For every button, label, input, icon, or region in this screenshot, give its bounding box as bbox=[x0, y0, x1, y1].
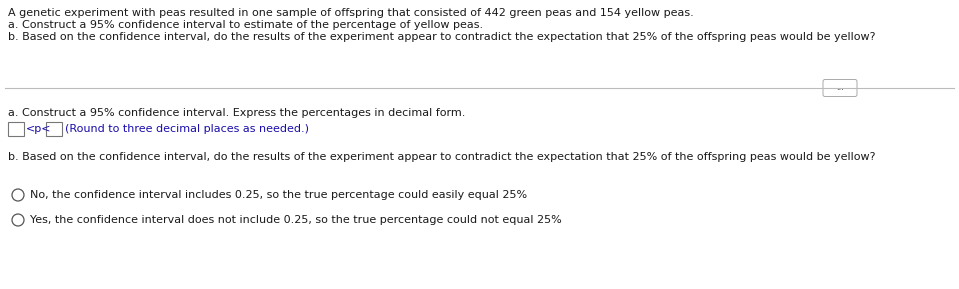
Text: b. Based on the confidence interval, do the results of the experiment appear to : b. Based on the confidence interval, do … bbox=[8, 152, 876, 162]
Text: a. Construct a 95% confidence interval. Express the percentages in decimal form.: a. Construct a 95% confidence interval. … bbox=[8, 108, 465, 118]
Text: ...: ... bbox=[836, 84, 844, 92]
Text: No, the confidence interval includes 0.25, so the true percentage could easily e: No, the confidence interval includes 0.2… bbox=[30, 190, 527, 200]
Text: b. Based on the confidence interval, do the results of the experiment appear to : b. Based on the confidence interval, do … bbox=[8, 32, 876, 42]
Text: Yes, the confidence interval does not include 0.25, so the true percentage could: Yes, the confidence interval does not in… bbox=[30, 215, 562, 225]
Text: a. Construct a 95% confidence interval to estimate of the percentage of yellow p: a. Construct a 95% confidence interval t… bbox=[8, 20, 483, 30]
FancyBboxPatch shape bbox=[823, 79, 857, 97]
Text: A genetic experiment with peas resulted in one sample of offspring that consiste: A genetic experiment with peas resulted … bbox=[8, 8, 693, 18]
Bar bbox=[8, 122, 24, 136]
Text: (Round to three decimal places as needed.): (Round to three decimal places as needed… bbox=[65, 124, 309, 134]
Text: <p<: <p< bbox=[26, 124, 52, 134]
Bar bbox=[46, 122, 62, 136]
